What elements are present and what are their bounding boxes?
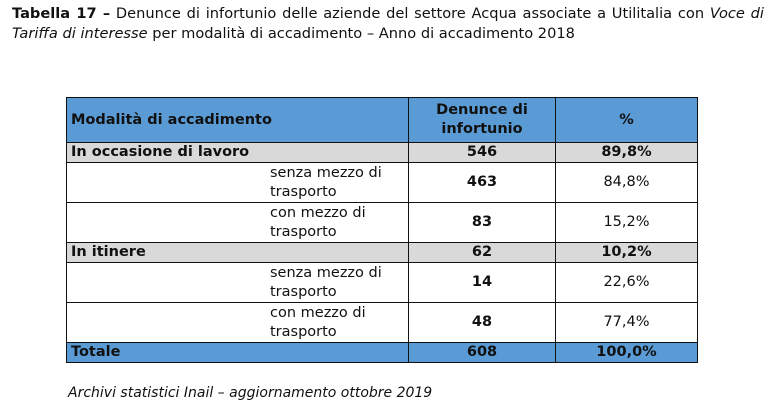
- row-label: con mezzo di trasporto: [66, 202, 409, 243]
- row-count: 62: [408, 242, 556, 263]
- row-pct: 15,2%: [555, 202, 698, 243]
- caption-text-end: per modalità di accadimento – Anno di ac…: [147, 25, 575, 42]
- total-label: Totale: [66, 342, 409, 363]
- table-row: senza mezzo di trasporto 14 22,6%: [66, 262, 698, 303]
- row-count: 48: [408, 302, 556, 343]
- row-label: In itinere: [66, 242, 409, 263]
- header-row: Modalità di accadimento Denunce di infor…: [66, 97, 698, 143]
- table-row: In itinere 62 10,2%: [66, 242, 698, 263]
- row-pct: 10,2%: [555, 242, 698, 263]
- row-pct: 77,4%: [555, 302, 698, 343]
- row-label: senza mezzo di trasporto: [66, 162, 409, 203]
- row-count: 14: [408, 262, 556, 303]
- source-note: Archivi statistici Inail – aggiornamento…: [68, 385, 433, 401]
- total-count: 608: [408, 342, 556, 363]
- row-label: senza mezzo di trasporto: [66, 262, 409, 303]
- table-row: In occasione di lavoro 546 89,8%: [66, 142, 698, 163]
- header-modalita: Modalità di accadimento: [66, 97, 409, 143]
- row-pct: 22,6%: [555, 262, 698, 303]
- row-label: In occasione di lavoro: [66, 142, 409, 163]
- total-pct: 100,0%: [555, 342, 698, 363]
- row-count: 546: [408, 142, 556, 163]
- caption-label: Tabella 17 –: [12, 5, 111, 22]
- table-row: senza mezzo di trasporto 463 84,8%: [66, 162, 698, 203]
- row-count: 83: [408, 202, 556, 243]
- header-denunce: Denunce di infortunio: [408, 97, 556, 143]
- header-pct: %: [555, 97, 698, 143]
- caption-text: Denunce di infortunio delle aziende del …: [110, 5, 710, 22]
- accident-table: Modalità di accadimento Denunce di infor…: [66, 97, 698, 363]
- row-pct: 89,8%: [555, 142, 698, 163]
- row-pct: 84,8%: [555, 162, 698, 203]
- table-row: con mezzo di trasporto 83 15,2%: [66, 202, 698, 243]
- table-caption: Tabella 17 – Denunce di infortunio delle…: [12, 4, 764, 44]
- row-label: con mezzo di trasporto: [66, 302, 409, 343]
- table-row: con mezzo di trasporto 48 77,4%: [66, 302, 698, 343]
- row-count: 463: [408, 162, 556, 203]
- total-row: Totale 608 100,0%: [66, 342, 698, 363]
- caption-italic: Voce di Tariffa di interesse: [12, 5, 764, 42]
